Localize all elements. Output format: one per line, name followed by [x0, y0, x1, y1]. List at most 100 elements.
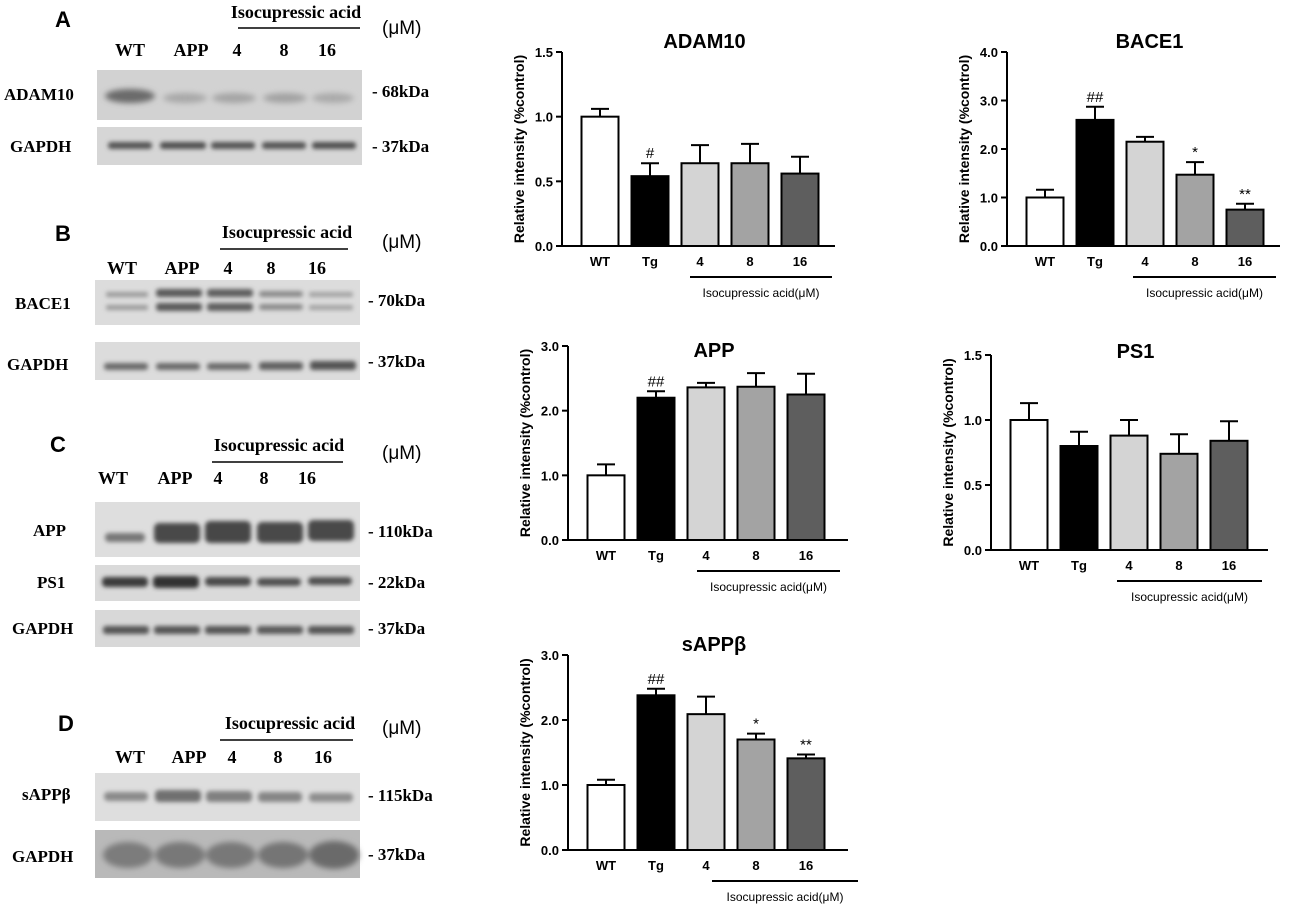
bar-8 — [1175, 173, 1215, 247]
lane-label: 16 — [298, 468, 316, 488]
bar-8 — [736, 738, 776, 851]
bar-16 — [786, 393, 826, 541]
treatment-label: Isocupressic acid — [214, 435, 344, 455]
x-tick-label: WT — [590, 254, 610, 269]
size-marker: - 110kDa — [368, 522, 433, 541]
significance-marker: * — [753, 716, 759, 733]
lane-label: 4 — [228, 747, 237, 767]
x-tick-label: 4 — [702, 858, 710, 873]
chart-1: ADAM10 0.0 0.5 1.0 1.5 Relative intensity (%c… — [511, 31, 835, 300]
x-tick-label: WT — [1019, 558, 1039, 573]
bar-4 — [1125, 140, 1165, 248]
bar-16 — [1225, 208, 1265, 247]
significance-marker: ## — [1087, 89, 1104, 106]
y-tick-label: 0.0 — [535, 239, 553, 254]
lane-label: 4 — [224, 258, 233, 278]
treatment-label: Isocupressic acid — [222, 222, 352, 242]
protein-label: APP — [33, 521, 66, 540]
chart-title: ADAM10 — [663, 31, 745, 53]
x-tick-label: 16 — [1238, 254, 1252, 269]
blot-bands — [103, 626, 354, 634]
blot-bands — [106, 289, 353, 311]
blot-panel-d: D Isocupressic acid (μM) WT APP 4 8 16 s… — [12, 711, 433, 878]
y-tick-label: 2.0 — [541, 404, 559, 419]
x-tick-label: Tg — [648, 548, 664, 563]
chart-3: APP 0.0 1.0 2.0 3.0 Relative intensity (%cont… — [517, 339, 848, 594]
y-tick-label: 0.5 — [964, 478, 982, 493]
bar-16 — [780, 172, 820, 247]
bar-8 — [730, 162, 770, 247]
y-axis-label: Relative intensity (%control) — [940, 358, 956, 546]
x-tick-label: 8 — [1175, 558, 1182, 573]
x-tick-label: 16 — [793, 254, 807, 269]
panel-letter: A — [55, 7, 71, 32]
unit-label: (μM) — [382, 18, 421, 39]
lane-label: 8 — [267, 258, 276, 278]
bar-Tg — [636, 694, 676, 851]
chart-title: BACE1 — [1116, 31, 1184, 53]
x-tick-label: Tg — [648, 858, 664, 873]
bar-WT — [586, 784, 626, 851]
bar-8 — [1159, 452, 1199, 551]
panel-letter: C — [50, 432, 66, 457]
significance-marker: ** — [800, 736, 812, 753]
x-tick-label: 8 — [746, 254, 753, 269]
blot-panel-c: C Isocupressic acid (μM) WT APP 4 8 16 A… — [12, 432, 433, 647]
lane-label: WT — [107, 258, 137, 278]
blot-bands — [105, 89, 354, 103]
size-marker: - 37kDa — [368, 619, 426, 638]
blot-panel-b: B Isocupressic acid (μM) WT APP 4 8 16 B… — [7, 221, 426, 380]
x-tick-label: 4 — [696, 254, 704, 269]
size-marker: - 37kDa — [368, 352, 426, 371]
treatment-label: Isocupressic acid — [231, 2, 361, 22]
x-tick-label: 8 — [752, 858, 759, 873]
significance-marker: ## — [648, 671, 665, 688]
significance-marker: # — [646, 145, 655, 162]
x-tick-label: 8 — [752, 548, 759, 563]
y-tick-label: 3.0 — [541, 339, 559, 354]
protein-label: GAPDH — [12, 847, 73, 866]
lane-label: 16 — [318, 40, 336, 60]
x-tick-label: 16 — [799, 858, 813, 873]
protein-label: PS1 — [37, 573, 65, 592]
protein-label: ADAM10 — [4, 85, 74, 104]
size-marker: - 37kDa — [368, 845, 426, 864]
y-tick-label: 3.0 — [980, 94, 998, 109]
y-axis-label: Relative intensity (%control) — [517, 349, 533, 537]
bar-Tg — [630, 175, 670, 247]
lane-label: WT — [115, 40, 145, 60]
y-tick-label: 4.0 — [980, 45, 998, 60]
group-label: Isocupressic acid(μM) — [1131, 590, 1248, 604]
panel-letter: D — [58, 711, 74, 736]
x-tick-label: Tg — [1071, 558, 1087, 573]
y-tick-label: 3.0 — [541, 648, 559, 663]
unit-label: (μM) — [382, 232, 421, 253]
blot-panel-a: A Isocupressic acid (μM) WT APP 4 8 16 A… — [4, 2, 430, 165]
chart-2: BACE1 0.0 1.0 2.0 3.0 4.0 Relative intensity (… — [956, 31, 1280, 300]
treatment-label: Isocupressic acid — [225, 713, 355, 733]
group-label: Isocupressic acid(μM) — [1146, 286, 1263, 300]
y-tick-label: 1.5 — [535, 45, 553, 60]
lane-label: 8 — [280, 40, 289, 60]
group-label: Isocupressic acid(μM) — [727, 890, 844, 904]
lane-label: 16 — [308, 258, 326, 278]
lane-label: 8 — [260, 468, 269, 488]
blot-bands — [104, 361, 356, 370]
blot-bands — [102, 576, 352, 588]
lane-label: APP — [172, 747, 207, 767]
bar-WT — [1009, 419, 1049, 551]
size-marker: - 68kDa — [372, 82, 430, 101]
blot-bands — [103, 841, 359, 869]
y-tick-label: 0.0 — [541, 843, 559, 858]
y-tick-label: 1.0 — [980, 191, 998, 206]
bar-8 — [736, 385, 776, 541]
x-tick-label: 16 — [1222, 558, 1236, 573]
y-tick-label: 1.0 — [541, 468, 559, 483]
x-tick-label: 16 — [799, 548, 813, 563]
y-tick-label: 0.5 — [535, 174, 553, 189]
protein-label: sAPPβ — [22, 785, 71, 804]
protein-label: GAPDH — [10, 137, 71, 156]
bar-4 — [686, 386, 726, 541]
group-label: Isocupressic acid(μM) — [710, 580, 827, 594]
